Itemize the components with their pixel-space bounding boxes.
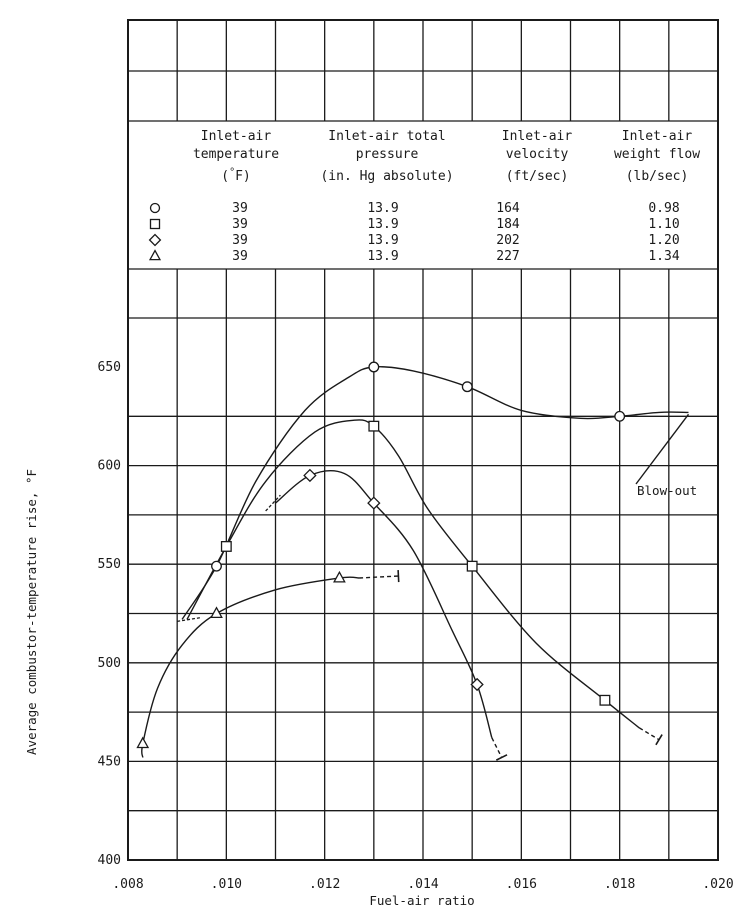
table-header-text: Inlet-air [201,129,272,144]
data-point-circle [368,361,380,373]
data-table: Inlet-air temperature (°F) Inlet-air total p… [148,129,700,264]
table-cell: 13.9 [367,249,398,264]
table-marker [148,233,162,247]
data-point-diamond [367,496,381,510]
table-header-text: (lb/sec) [626,169,689,184]
x-axis-label: Fuel-air ratio [369,893,474,908]
annotations: Blow-out [635,413,697,498]
table-cell: 39 [232,249,248,264]
data-point-triangle [136,736,150,749]
table-header-text: (in. Hg absolute) [320,169,453,184]
y-tick-label: 500 [98,656,121,671]
x-tick-label: .012 [309,877,340,892]
table-header-text: Inlet-air [502,129,573,144]
y-tick-label: 650 [98,360,121,375]
data-point-circle [211,560,222,572]
data-point-square [466,560,478,572]
y-axis-label: Average combustor-temperature rise, °F [24,469,39,755]
data-point-square [220,541,232,552]
series-end-tick-diamond [495,754,508,761]
y-tick-label: 550 [98,557,121,572]
x-tick-label: .020 [702,877,733,892]
series-end-tick-square [655,734,663,746]
series-markers [136,361,626,749]
table-cell: 1.10 [648,217,679,232]
data-point-diamond [303,468,317,483]
series-end-tick-triangle [397,569,400,583]
y-tick-label: 400 [98,853,121,868]
x-tick-label: .014 [407,877,438,892]
table-cell: 13.9 [367,217,398,232]
data-point-triangle [333,570,346,583]
x-tick-label: .016 [506,877,537,892]
series-start-tick [177,616,202,623]
table-cell: 13.9 [367,233,398,248]
data-point-circle [614,410,626,422]
series-extension-triangle [359,575,399,579]
table-cell: 39 [232,201,248,216]
series-line-diamond [275,470,493,738]
x-tick-label: .018 [604,877,635,892]
table-marker [148,249,162,261]
chart-grid [127,19,719,861]
annotation-leader [635,413,690,485]
data-point-square [368,420,380,432]
table-header-text: pressure [356,147,419,162]
annotation-blow-out: Blow-out [637,483,697,498]
table-header-text: weight flow [614,147,700,162]
data-point-triangle [210,606,223,618]
table-header-text: Inlet-air total [328,129,445,144]
table-header-text: temperature [193,147,279,162]
table-cell: 39 [232,233,248,248]
table-header-text: Inlet-air [622,129,693,144]
x-tick-label: .008 [112,877,143,892]
table-cell: 227 [496,249,519,264]
y-tick-label: 600 [98,459,121,474]
table-cell: 39 [232,217,248,232]
x-tick-label: .010 [211,877,242,892]
data-point-circle [461,381,473,393]
data-point-diamond [470,677,484,692]
series-extension-square [638,727,660,741]
series-extension-diamond [491,737,503,758]
table-marker [149,218,161,230]
table-cell: 202 [496,233,519,248]
table-cell: 13.9 [367,201,398,216]
table-cell: 184 [496,217,520,232]
series-line-triangle [141,576,360,758]
axis-ticks: .008 .010 .012 .014 .016 .018 .020 400 450 500 550… [98,360,734,892]
table-cell: 0.98 [648,201,679,216]
series-line-square [186,419,640,729]
table-header-text: (ft/sec) [506,169,569,184]
y-tick-label: 450 [98,754,121,769]
table-cell: 1.20 [648,233,679,248]
table-cell: 1.34 [648,249,679,264]
table-cell: 164 [496,201,520,216]
data-point-square [599,694,611,706]
table-marker [149,202,161,214]
table-header-text: velocity [506,147,569,162]
table-header-text: (°F) [221,167,251,184]
series-start-tick [265,494,281,512]
